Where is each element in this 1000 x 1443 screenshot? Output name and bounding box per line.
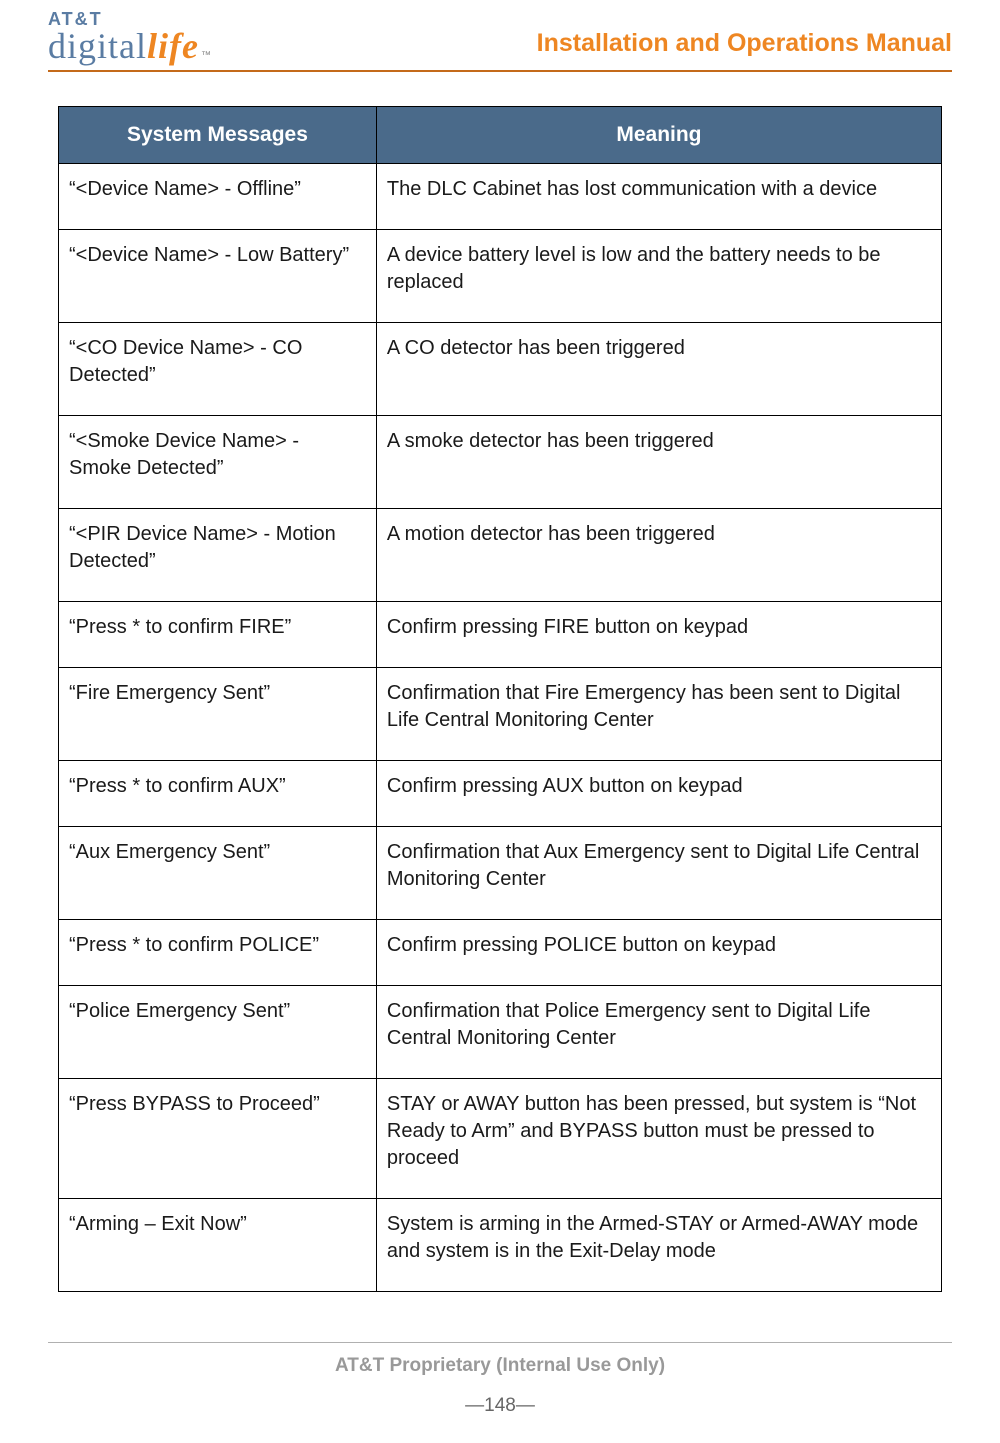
logo-word-life: life xyxy=(147,28,199,64)
table-head: System Messages Meaning xyxy=(59,107,942,164)
message-cell: “<Device Name> - Low Battery” xyxy=(59,230,377,323)
message-cell: “<PIR Device Name> - Motion Detected” xyxy=(59,509,377,602)
page-number: —148— xyxy=(0,1395,1000,1417)
page-footer: AT&T Proprietary (Internal Use Only) —14… xyxy=(0,1342,1000,1417)
table-row: “Press BYPASS to Proceed”STAY or AWAY bu… xyxy=(59,1079,942,1199)
message-cell: “Fire Emergency Sent” xyxy=(59,668,377,761)
proprietary-notice: AT&T Proprietary (Internal Use Only) xyxy=(0,1355,1000,1377)
trademark-symbol: ™ xyxy=(201,51,211,61)
message-cell: “Press * to confirm AUX” xyxy=(59,761,377,827)
logo-bottom: digitallife™ xyxy=(48,28,211,64)
meaning-cell: A CO detector has been triggered xyxy=(376,323,941,416)
message-cell: “Press BYPASS to Proceed” xyxy=(59,1079,377,1199)
message-cell: “Press * to confirm POLICE” xyxy=(59,920,377,986)
table-row: “Fire Emergency Sent”Confirmation that F… xyxy=(59,668,942,761)
meaning-cell: A smoke detector has been triggered xyxy=(376,416,941,509)
page-header: AT&T digitallife™ Installation and Opera… xyxy=(48,10,952,72)
meaning-cell: Confirm pressing AUX button on keypad xyxy=(376,761,941,827)
table-row: “<Device Name> - Low Battery”A device ba… xyxy=(59,230,942,323)
message-cell: “Press * to confirm FIRE” xyxy=(59,602,377,668)
table-row: “Aux Emergency Sent”Confirmation that Au… xyxy=(59,827,942,920)
meaning-cell: The DLC Cabinet has lost communication w… xyxy=(376,164,941,230)
col-header-messages: System Messages xyxy=(59,107,377,164)
meaning-cell: Confirm pressing FIRE button on keypad xyxy=(376,602,941,668)
table-row: “Press * to confirm AUX”Confirm pressing… xyxy=(59,761,942,827)
table-row: “<Device Name> - Offline”The DLC Cabinet… xyxy=(59,164,942,230)
message-cell: “Arming – Exit Now” xyxy=(59,1199,377,1292)
col-header-meaning: Meaning xyxy=(376,107,941,164)
footer-divider xyxy=(48,1342,952,1343)
meaning-cell: Confirmation that Aux Emergency sent to … xyxy=(376,827,941,920)
table-row: “Arming – Exit Now”System is arming in t… xyxy=(59,1199,942,1292)
meaning-cell: A device battery level is low and the ba… xyxy=(376,230,941,323)
message-cell: “<CO Device Name> - CO Detected” xyxy=(59,323,377,416)
table-row: “<Smoke Device Name> - Smoke Detected”A … xyxy=(59,416,942,509)
meaning-cell: System is arming in the Armed-STAY or Ar… xyxy=(376,1199,941,1292)
message-cell: “<Smoke Device Name> - Smoke Detected” xyxy=(59,416,377,509)
meaning-cell: Confirm pressing POLICE button on keypad xyxy=(376,920,941,986)
table-body: “<Device Name> - Offline”The DLC Cabinet… xyxy=(59,164,942,1292)
meaning-cell: STAY or AWAY button has been pressed, bu… xyxy=(376,1079,941,1199)
message-cell: “<Device Name> - Offline” xyxy=(59,164,377,230)
message-cell: “Aux Emergency Sent” xyxy=(59,827,377,920)
message-cell: “Police Emergency Sent” xyxy=(59,986,377,1079)
document-page: AT&T digitallife™ Installation and Opera… xyxy=(0,0,1000,1443)
main-content: System Messages Meaning “<Device Name> -… xyxy=(48,72,952,1292)
meaning-cell: Confirmation that Police Emergency sent … xyxy=(376,986,941,1079)
system-messages-table: System Messages Meaning “<Device Name> -… xyxy=(58,106,942,1292)
table-row: “Press * to confirm POLICE”Confirm press… xyxy=(59,920,942,986)
table-row: “<CO Device Name> - CO Detected”A CO det… xyxy=(59,323,942,416)
table-row: “<PIR Device Name> - Motion Detected”A m… xyxy=(59,509,942,602)
logo-word-digital: digital xyxy=(48,28,147,64)
table-row: “Press * to confirm FIRE”Confirm pressin… xyxy=(59,602,942,668)
meaning-cell: Confirmation that Fire Emergency has bee… xyxy=(376,668,941,761)
table-row: “Police Emergency Sent”Confirmation that… xyxy=(59,986,942,1079)
brand-logo: AT&T digitallife™ xyxy=(48,10,211,64)
manual-title: Installation and Operations Manual xyxy=(537,29,952,64)
meaning-cell: A motion detector has been triggered xyxy=(376,509,941,602)
header-row: System Messages Meaning xyxy=(59,107,942,164)
